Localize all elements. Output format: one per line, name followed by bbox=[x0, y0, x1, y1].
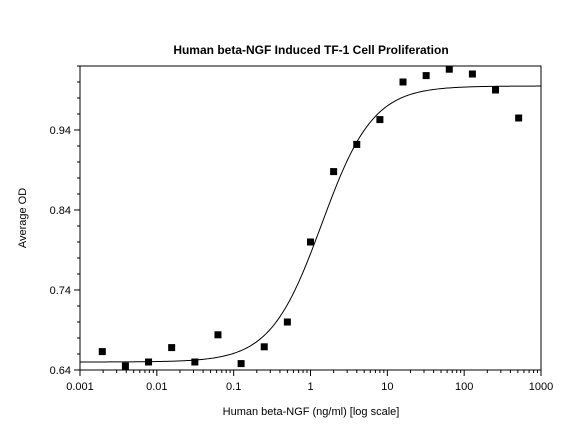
data-point bbox=[283, 318, 291, 326]
data-point bbox=[515, 114, 523, 122]
x-tick-label: 1000 bbox=[529, 381, 553, 393]
data-point bbox=[422, 72, 430, 80]
plot-frame bbox=[79, 65, 542, 371]
data-point bbox=[191, 358, 199, 366]
data-point bbox=[168, 344, 176, 352]
y-tick-label: 0.74 bbox=[50, 285, 71, 297]
data-point bbox=[214, 331, 222, 339]
y-axis-label: Average OD bbox=[17, 188, 29, 248]
y-tick-label: 0.94 bbox=[50, 125, 71, 137]
y-tick-label: 0.84 bbox=[50, 205, 71, 217]
fit-curve bbox=[80, 85, 542, 363]
data-point bbox=[445, 65, 453, 73]
data-point bbox=[121, 362, 129, 370]
data-point bbox=[468, 70, 476, 78]
data-point bbox=[307, 238, 314, 246]
plot-area bbox=[80, 65, 542, 370]
data-point bbox=[237, 360, 245, 368]
data-point bbox=[399, 78, 407, 86]
data-point bbox=[492, 86, 500, 94]
y-axis: 0.64 0.74 0.84 0.94 bbox=[50, 65, 80, 377]
data-point bbox=[376, 116, 384, 124]
x-tick-label: 100 bbox=[455, 381, 473, 393]
y-tick-label: 0.64 bbox=[50, 365, 71, 377]
data-point bbox=[260, 343, 268, 351]
x-axis: 0.001 0.01 0.1 1 10 100 1000 bbox=[66, 370, 553, 393]
chart-title: Human beta-NGF Induced TF-1 Cell Prolife… bbox=[173, 43, 448, 57]
x-tick-label: 0.001 bbox=[66, 381, 94, 393]
x-tick-label: 0.1 bbox=[226, 381, 241, 393]
data-point bbox=[145, 358, 153, 366]
data-point bbox=[353, 140, 361, 148]
data-point bbox=[330, 168, 338, 176]
x-tick-label: 0.01 bbox=[146, 381, 167, 393]
data-point bbox=[98, 348, 106, 356]
x-axis-label: Human beta-NGF (ng/ml) [log scale] bbox=[223, 406, 400, 418]
x-tick-label: 1 bbox=[307, 381, 313, 393]
x-tick-label: 10 bbox=[381, 381, 393, 393]
